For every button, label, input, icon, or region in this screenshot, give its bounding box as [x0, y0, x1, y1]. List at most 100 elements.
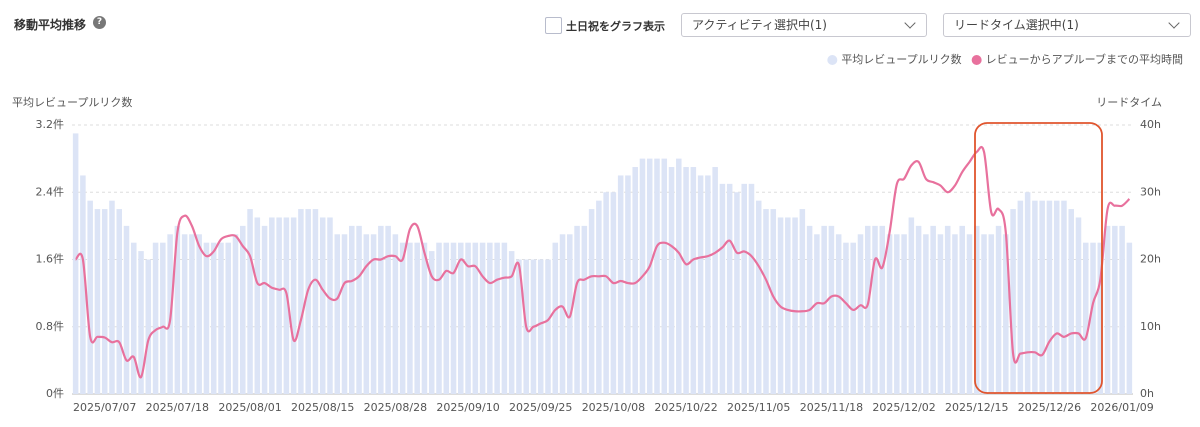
bar	[661, 158, 668, 394]
x-tick-label: 2025/12/15	[945, 401, 1008, 414]
x-tick-label: 2025/11/18	[800, 401, 863, 414]
bar	[552, 242, 559, 394]
bar	[1010, 209, 1016, 394]
bar	[298, 209, 304, 394]
bar	[290, 217, 297, 394]
legend-label: レビューからアプルーブまでの平均時間	[986, 52, 1183, 66]
bar	[494, 242, 500, 394]
bar	[763, 209, 769, 394]
y2-tick-label: 10h	[1140, 320, 1161, 333]
bar	[80, 175, 86, 394]
bar	[959, 225, 965, 394]
bar	[966, 234, 973, 394]
bar	[283, 217, 290, 394]
x-tick-label: 2026/01/09	[1090, 401, 1153, 414]
bar	[203, 242, 210, 394]
dropdown[interactable]: リードタイム選択中(1)	[943, 13, 1191, 37]
bar	[160, 242, 166, 394]
bar	[1119, 225, 1125, 394]
highlight-box	[974, 122, 1103, 394]
bar	[755, 200, 762, 394]
bar	[261, 225, 268, 394]
bar	[821, 225, 827, 394]
bar	[276, 217, 282, 394]
bar	[1097, 242, 1104, 394]
bar	[937, 234, 944, 394]
bar	[741, 183, 747, 394]
x-tick-label: 2025/12/02	[872, 401, 935, 414]
y2-axis-title: リードタイム	[1096, 96, 1162, 109]
legend-marker	[971, 55, 982, 65]
checkbox-label[interactable]: 土日祝をグラフ表示	[566, 20, 665, 33]
bar	[697, 175, 704, 394]
bar	[1090, 242, 1096, 394]
x-tick-label: 2025/08/01	[218, 401, 281, 414]
bar	[1032, 200, 1038, 394]
x-tick-label: 2025/07/18	[146, 401, 209, 414]
bar	[574, 225, 580, 394]
dropdown[interactable]: アクティビティ選択中(1)	[681, 13, 927, 37]
bar	[1003, 234, 1009, 394]
bar	[1061, 200, 1067, 394]
bar	[305, 209, 311, 394]
x-tick-label: 2025/07/07	[73, 401, 136, 414]
y-tick-label: 0.8件	[36, 320, 65, 333]
bar	[901, 234, 907, 394]
bar	[269, 217, 275, 394]
checkbox[interactable]	[545, 17, 562, 34]
bar	[581, 225, 588, 394]
help-icon[interactable]: ?	[93, 16, 106, 29]
bar	[770, 209, 777, 394]
bar	[508, 251, 515, 394]
bar	[559, 234, 566, 394]
bar	[116, 209, 122, 394]
bar	[537, 259, 544, 394]
bar	[668, 167, 675, 394]
bar	[850, 242, 856, 394]
bar	[1053, 200, 1060, 394]
bar	[436, 242, 442, 394]
bar	[843, 242, 849, 394]
bar	[930, 225, 936, 394]
bar	[617, 175, 624, 394]
bar	[654, 158, 660, 394]
bar	[123, 225, 130, 394]
bar	[879, 225, 886, 394]
bar	[632, 167, 638, 394]
bar	[785, 217, 791, 394]
bar	[254, 217, 261, 394]
bar	[145, 259, 152, 394]
bar	[240, 225, 246, 394]
bar	[915, 225, 922, 394]
y-axis-title: 平均レビュープルリク数	[12, 96, 132, 109]
bar	[392, 234, 399, 394]
bar	[690, 167, 697, 394]
bar	[399, 242, 406, 394]
bar	[545, 259, 551, 394]
bar	[94, 209, 101, 394]
bar	[218, 242, 224, 394]
bar	[944, 225, 951, 394]
bar	[443, 242, 450, 394]
x-tick-label: 2025/10/08	[582, 401, 645, 414]
bar	[719, 183, 726, 394]
bar	[312, 209, 319, 394]
bar	[886, 234, 893, 394]
bar	[349, 225, 355, 394]
bar	[792, 217, 798, 394]
bar	[131, 242, 137, 394]
x-tick-label: 2025/11/05	[727, 401, 790, 414]
y2-tick-label: 40h	[1140, 118, 1161, 131]
y2-tick-label: 20h	[1140, 253, 1161, 266]
bar	[596, 200, 602, 394]
bar	[1017, 200, 1024, 394]
bar	[1083, 242, 1089, 394]
bar	[472, 242, 479, 394]
bar	[872, 225, 878, 394]
y-tick-label: 0件	[46, 387, 64, 400]
bar	[225, 242, 232, 394]
bar	[196, 234, 202, 394]
bar	[87, 200, 93, 394]
